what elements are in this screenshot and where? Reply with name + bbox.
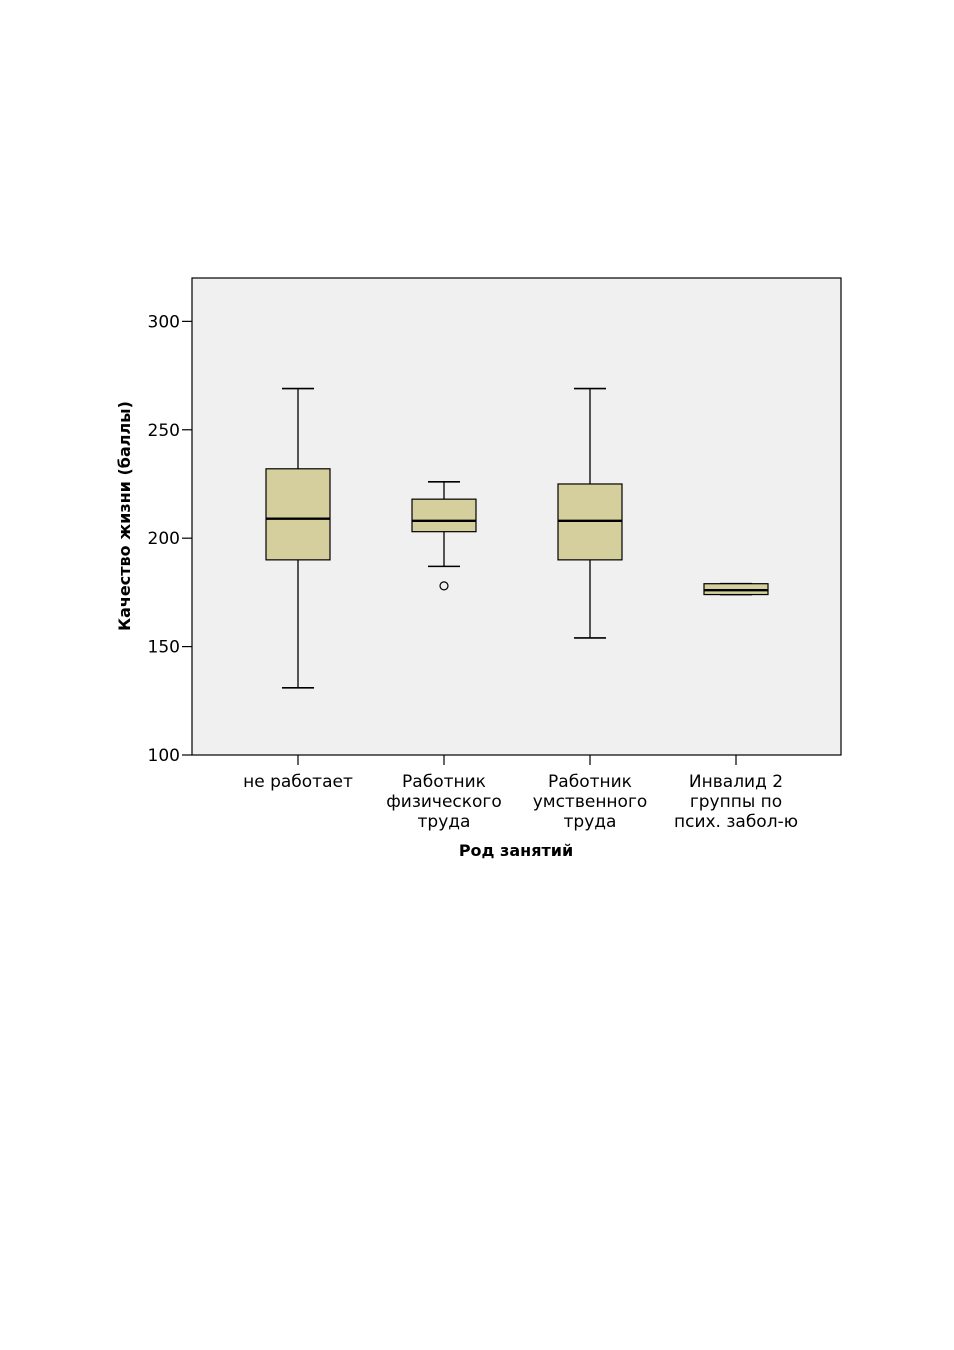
outlier-point-0 xyxy=(439,581,449,591)
y-tick-label-150: 150 xyxy=(148,638,180,658)
box-group-1 xyxy=(411,481,477,591)
x-category-label-1-line-2: труда xyxy=(418,812,471,832)
box-group-2 xyxy=(557,387,623,639)
x-category-label-2-line-2: труда xyxy=(564,812,617,832)
y-tick-label-300: 300 xyxy=(148,312,180,332)
y-tick-label-200: 200 xyxy=(148,529,180,549)
x-category-label-1-line-1: физического xyxy=(386,792,502,812)
x-category-label-2-line-1: умственного xyxy=(533,792,648,812)
x-category-label-3-line-1: группы по xyxy=(690,792,782,812)
box-group-3 xyxy=(703,582,769,596)
y-axis-title: Качество жизни (баллы) xyxy=(115,401,134,631)
y-tick-label-100: 100 xyxy=(148,746,180,766)
x-axis-title: Род занятий xyxy=(459,841,573,860)
x-category-label-0-line-0: не работает xyxy=(243,772,353,792)
x-category-label-3-line-0: Инвалид 2 xyxy=(689,772,783,792)
box-iqr xyxy=(411,498,477,533)
y-tick-label-250: 250 xyxy=(148,421,180,441)
box-iqr xyxy=(265,468,331,561)
box-group-0 xyxy=(265,387,331,689)
y-axis: 100 150 200 250 300 xyxy=(148,312,192,766)
x-category-label-3-line-2: псих. забол-ю xyxy=(674,812,798,832)
x-axis: не работает РаботникфизическоготрудаРабот… xyxy=(243,755,798,832)
x-category-label-1-line-0: Работник xyxy=(402,772,486,792)
boxes-layer xyxy=(265,387,769,689)
x-category-label-2-line-0: Работник xyxy=(548,772,632,792)
